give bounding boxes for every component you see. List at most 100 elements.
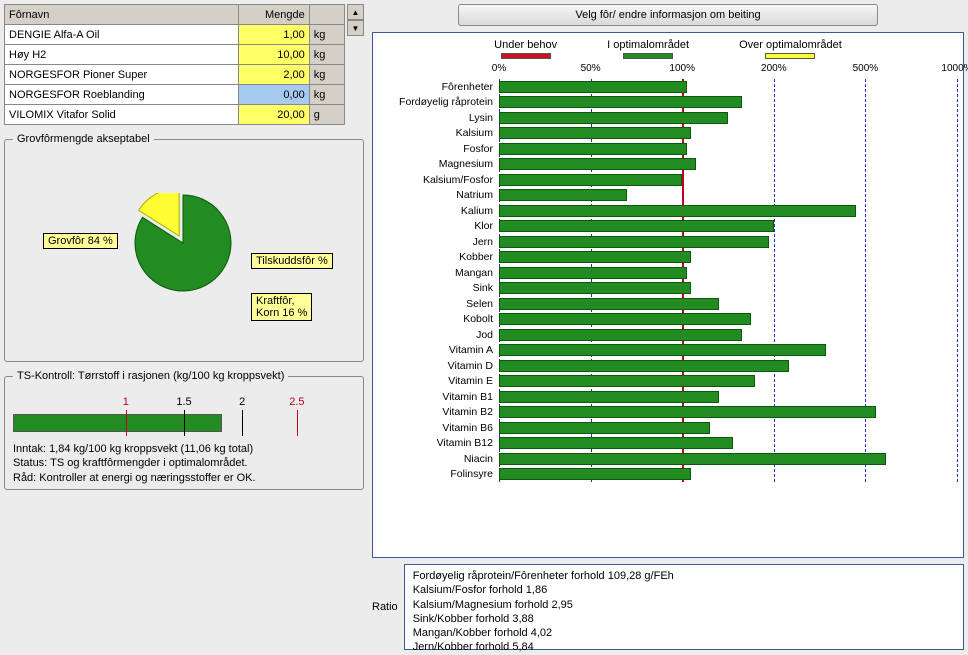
feed-unit-cell: kg — [309, 25, 344, 45]
bar-track — [499, 267, 957, 279]
bar-row: Vitamin B12 — [379, 436, 957, 452]
bar-track — [499, 158, 957, 170]
ts-title: TS-Kontroll: Tørrstoff i rasjonen (kg/10… — [13, 370, 288, 382]
bar-row: Kalsium/Fosfor — [379, 172, 957, 188]
bar-track — [499, 329, 957, 341]
ts-tick-line — [242, 410, 243, 436]
bar-fill — [499, 158, 696, 170]
chart-legend: Under behov I optimalområdet Over optima… — [379, 39, 957, 59]
bar-fill — [499, 267, 687, 279]
bar-track — [499, 81, 957, 93]
bar-label: Selen — [379, 298, 499, 310]
bar-label: Vitamin B2 — [379, 406, 499, 418]
feed-row[interactable]: NORGESFOR Roeblanding0,00kg — [5, 85, 345, 105]
feed-name-cell: VILOMIX Vitafor Solid — [5, 105, 239, 125]
axis-tick-label: 500% — [853, 63, 879, 74]
feed-row[interactable]: DENGIE Alfa-A Oil1,00kg — [5, 25, 345, 45]
bar-track — [499, 298, 957, 310]
axis-tick-label: 1000% — [941, 63, 968, 74]
bar-fill — [499, 174, 682, 186]
legend-under: Under behov — [494, 39, 557, 59]
ts-tick-label: 2 — [227, 396, 257, 408]
bar-fill — [499, 406, 876, 418]
bar-track — [499, 205, 957, 217]
nutrient-chart-box: Under behov I optimalområdet Over optima… — [372, 32, 964, 558]
ratio-wrap: Ratio Fordøyelig råprotein/Fôrenheter fo… — [372, 564, 964, 650]
feed-row[interactable]: VILOMIX Vitafor Solid20,00g — [5, 105, 345, 125]
bar-label: Niacin — [379, 453, 499, 465]
bar-label: Kalsium/Fosfor — [379, 174, 499, 186]
feed-row[interactable]: Høy H210,00kg — [5, 45, 345, 65]
pie-fieldset: Grovfôrmengde akseptabel Grovfôr 84 %Til… — [4, 133, 364, 362]
feed-unit-cell: kg — [309, 85, 344, 105]
bars-wrap: Fôrenheter Fordøyelig råprotein Lysin Kalsi… — [379, 79, 957, 482]
bar-fill — [499, 437, 733, 449]
bar-track — [499, 174, 957, 186]
bar-row: Vitamin B1 — [379, 389, 957, 405]
grazing-info-button[interactable]: Velg fôr/ endre informasjon om beiting — [458, 4, 878, 26]
bar-track — [499, 360, 957, 372]
feed-name-cell: NORGESFOR Roeblanding — [5, 85, 239, 105]
bar-fill — [499, 453, 886, 465]
feed-header-unit — [309, 5, 344, 25]
ratio-line: Sink/Kobber forhold 3,88 — [413, 612, 955, 626]
bar-row: Mangan — [379, 265, 957, 281]
ts-tick-line — [126, 410, 127, 436]
feed-name-cell: DENGIE Alfa-A Oil — [5, 25, 239, 45]
feed-amount-cell[interactable]: 10,00 — [239, 45, 309, 65]
bar-label: Fôrenheter — [379, 81, 499, 93]
feed-row[interactable]: NORGESFOR Pioner Super2,00kg — [5, 65, 345, 85]
feed-amount-cell[interactable]: 1,00 — [239, 25, 309, 45]
bar-row: Kobber — [379, 250, 957, 266]
spinner-up-button[interactable]: ▲ — [347, 4, 364, 20]
bar-label: Lysin — [379, 112, 499, 124]
bar-track — [499, 468, 957, 480]
bar-fill — [499, 127, 691, 139]
bar-row: Jern — [379, 234, 957, 250]
ratio-line: Mangan/Kobber forhold 4,02 — [413, 626, 955, 640]
feed-amount-cell[interactable]: 2,00 — [239, 65, 309, 85]
bar-fill — [499, 329, 742, 341]
ts-line2: Status: TS og kraftfôrmengder i optimalo… — [13, 456, 355, 470]
left-column: Fôrnavn Mengde DENGIE Alfa-A Oil1,00kgHø… — [4, 4, 364, 650]
bar-track — [499, 422, 957, 434]
bar-row: Natrium — [379, 188, 957, 204]
bar-track — [499, 127, 957, 139]
bar-fill — [499, 313, 751, 325]
bar-track — [499, 220, 957, 232]
bar-row: Kalium — [379, 203, 957, 219]
bar-label: Fordøyelig råprotein — [379, 96, 499, 108]
spinner-down-button[interactable]: ▼ — [347, 20, 364, 36]
ts-info: Inntak: 1,84 kg/100 kg kroppsvekt (11,06… — [13, 442, 355, 485]
ratio-box: Fordøyelig råprotein/Fôrenheter forhold … — [404, 564, 964, 650]
bar-fill — [499, 344, 826, 356]
bar-row: Vitamin E — [379, 374, 957, 390]
bar-label: Kobber — [379, 251, 499, 263]
legend-optimal-swatch — [623, 53, 673, 59]
feed-table: Fôrnavn Mengde DENGIE Alfa-A Oil1,00kgHø… — [4, 4, 345, 125]
ts-line3: Råd: Kontroller at energi og næringsstof… — [13, 471, 355, 485]
feed-header-amount: Mengde — [239, 5, 309, 25]
feed-unit-cell: g — [309, 105, 344, 125]
feed-amount-cell[interactable]: 0,00 — [239, 85, 309, 105]
bar-row: Folinsyre — [379, 467, 957, 483]
bar-fill — [499, 189, 627, 201]
bar-fill — [499, 468, 691, 480]
amount-spinner: ▲ ▼ — [347, 4, 364, 125]
bar-label: Vitamin E — [379, 375, 499, 387]
bar-track — [499, 453, 957, 465]
ratio-label: Ratio — [372, 601, 398, 613]
ts-scale: 11.522.5 — [13, 396, 355, 436]
axis-tick-label: 200% — [761, 63, 787, 74]
pie-slice-label: Kraftfôr,Korn 16 % — [251, 293, 312, 321]
feed-amount-cell[interactable]: 20,00 — [239, 105, 309, 125]
bar-row: Sink — [379, 281, 957, 297]
bar-track — [499, 251, 957, 263]
bar-fill — [499, 205, 856, 217]
bar-row: Lysin — [379, 110, 957, 126]
bar-fill — [499, 81, 687, 93]
pie-slice-label: Tilskuddsfôr % — [251, 253, 333, 269]
legend-under-text: Under behov — [494, 39, 557, 51]
bar-label: Klor — [379, 220, 499, 232]
bar-track — [499, 282, 957, 294]
